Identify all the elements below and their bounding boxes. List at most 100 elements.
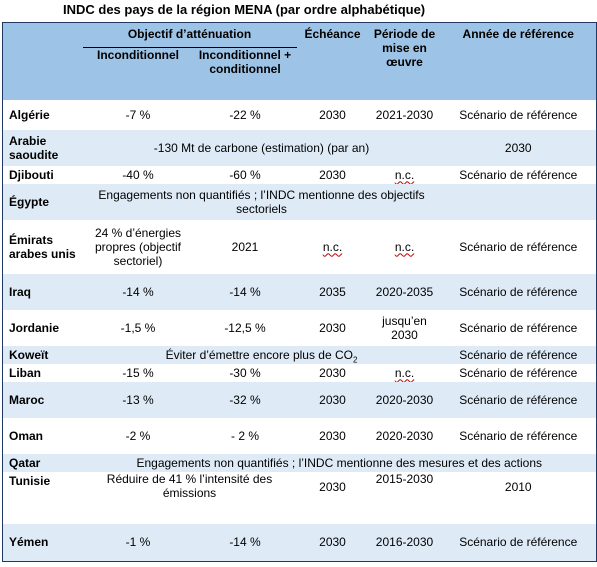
cond-cell: -12,5 %	[224, 320, 266, 335]
subheader-row: Inconditionnel Inconditionnel + conditio…	[3, 47, 597, 100]
cond-cell: - 2 %	[230, 428, 259, 443]
table-row: Algérie -7 % -22 % 2030 2021-2030 Scénar…	[3, 100, 597, 130]
period-cell: jusqu’en 2030	[382, 313, 427, 342]
country-cell: Jordanie	[9, 320, 60, 335]
period-cell: 2020-2030	[375, 428, 434, 443]
deadline-cell: n.c.	[297, 220, 369, 274]
indc-table: Objectif d’atténuation Échéance Période …	[2, 22, 597, 562]
deadline-cell: 2035	[296, 273, 369, 310]
reference-cell	[440, 183, 597, 220]
country-cell: Djibouti	[9, 167, 54, 182]
reference-cell: Scénario de référence	[459, 167, 578, 182]
reference-cell: Scénario de référence	[440, 381, 597, 418]
span-cell: Engagements non quantifiés ; l’INDC ment…	[82, 183, 441, 220]
reference-cell: Scénario de référence	[459, 239, 578, 254]
table-row: Émirats arabes unis 24 % d’énergies prop…	[3, 220, 597, 274]
reference-cell: 2030	[440, 129, 597, 166]
table-row: Iraq -14 % -14 % 2035 2020-2035 Scénario…	[2, 273, 597, 310]
period-cell: 2021-2030	[375, 107, 434, 122]
period-cell: n.c.	[369, 364, 441, 382]
cond-cell: 2021	[231, 239, 259, 254]
deadline-cell: 2030	[319, 167, 346, 182]
header-inconditionnel-conditionnel: Inconditionnel + conditionnel	[193, 47, 297, 100]
deadline-cell: 2030	[319, 479, 346, 494]
uncond-cell: -7 %	[125, 107, 151, 122]
reference-cell: Scénario de référence	[459, 428, 578, 443]
deadline-cell: 2030	[319, 320, 346, 335]
cond-cell: -14 %	[193, 523, 297, 562]
header-echeance: Échéance	[296, 22, 369, 100]
uncond-cell: -2 %	[125, 428, 151, 443]
table-title: INDC des pays de la région MENA (par ord…	[63, 2, 426, 17]
country-cell: Koweït	[2, 345, 83, 364]
reference-cell: Scénario de référence	[440, 523, 597, 562]
country-cell: Tunisie	[9, 473, 51, 488]
deadline-cell: 2030	[319, 365, 346, 380]
country-cell: Arabie saoudite	[2, 129, 83, 166]
period-cell: n.c.	[369, 166, 441, 184]
table-row: Liban -15 % -30 % 2030 n.c. Scénario de …	[3, 364, 597, 382]
header-annee-reference: Année de référence	[440, 22, 597, 100]
uncond-cell: -13 %	[82, 381, 194, 418]
span-cell: Engagements non quantifiés ; l’INDC ment…	[82, 453, 597, 472]
country-cell: Oman	[9, 428, 44, 443]
table-row: Koweït Éviter d’émettre encore plus de C…	[2, 345, 597, 364]
reference-cell: Scénario de référence	[459, 365, 578, 380]
period-cell: 2020-2030	[368, 381, 441, 418]
span-cell: -130 Mt de carbone (estimation) (par an)	[82, 129, 441, 166]
span-cell: Éviter d’émettre encore plus de CO2	[82, 345, 441, 364]
period-cell: 2016-2030	[368, 523, 441, 562]
reference-cell: Scénario de référence	[459, 320, 578, 335]
cond-cell: -30 %	[229, 365, 261, 380]
reference-cell: 2010	[504, 479, 532, 494]
table-row: Arabie saoudite -130 Mt de carbone (esti…	[2, 129, 597, 166]
period-value: n.c.	[394, 365, 415, 380]
period-cell: n.c.	[369, 220, 441, 274]
table-row: Qatar Engagements non quantifiés ; l’IND…	[2, 453, 597, 472]
table-row: Djibouti -40 % -60 % 2030 n.c. Scénario …	[3, 166, 597, 184]
deadline-cell: 2030	[296, 523, 369, 562]
cond-cell: -14 %	[193, 273, 297, 310]
country-cell: Yémen	[2, 523, 83, 562]
cond-cell: -32 %	[193, 381, 297, 418]
reference-cell: Scénario de référence	[440, 273, 597, 310]
period-value: n.c.	[394, 167, 415, 182]
table-row: Égypte Engagements non quantifiés ; l’IN…	[2, 183, 597, 220]
country-cell: Égypte	[2, 183, 83, 220]
uncond-cell: -40 %	[122, 167, 154, 182]
country-cell: Liban	[9, 365, 41, 380]
country-cell: Algérie	[9, 107, 50, 122]
deadline-value: n.c.	[322, 239, 343, 254]
header-row: Objectif d’atténuation Échéance Période …	[2, 22, 597, 100]
reference-cell: Scénario de référence	[440, 345, 597, 364]
table-row: Jordanie -1,5 % -12,5 % 2030 jusqu’en 20…	[3, 310, 597, 346]
table-row: Oman -2 % - 2 % 2030 2020-2030 Scénario …	[3, 418, 597, 454]
cond-cell: -22 %	[229, 107, 261, 122]
table-row: Tunisie Réduire de 41 % l’intensité des …	[3, 472, 597, 524]
uncond-cell: -1,5 %	[120, 320, 156, 335]
deadline-cell: 2030	[319, 428, 346, 443]
uncond-cell: -14 %	[82, 273, 194, 310]
period-cell: 2020-2035	[368, 273, 441, 310]
deadline-cell: 2030	[296, 381, 369, 418]
header-inconditionnel: Inconditionnel	[82, 47, 194, 100]
span-text: Éviter d’émettre encore plus de CO	[165, 347, 353, 362]
country-cell: Iraq	[2, 273, 83, 310]
cond-cell: -60 %	[229, 167, 261, 182]
uncond-cell: 24 % d’énergies propres (objectif sector…	[94, 225, 182, 268]
span-cell: Réduire de 41 % l’intensité des émission…	[106, 471, 273, 500]
header-objectif: Objectif d’atténuation	[82, 22, 297, 48]
uncond-cell: -15 %	[122, 365, 154, 380]
table-row: Maroc -13 % -32 % 2030 2020-2030 Scénari…	[2, 381, 597, 418]
country-cell: Émirats arabes unis	[9, 232, 76, 261]
country-cell: Maroc	[2, 381, 83, 418]
header-periode: Période de mise en œuvre	[368, 22, 441, 100]
deadline-cell: 2030	[319, 107, 346, 122]
span-subscript: 2	[352, 354, 358, 364]
country-cell: Qatar	[2, 453, 83, 472]
uncond-cell: -1 %	[82, 523, 194, 562]
period-value: n.c.	[394, 239, 415, 254]
header-country	[2, 22, 83, 100]
period-cell: 2015-2030	[375, 471, 434, 486]
